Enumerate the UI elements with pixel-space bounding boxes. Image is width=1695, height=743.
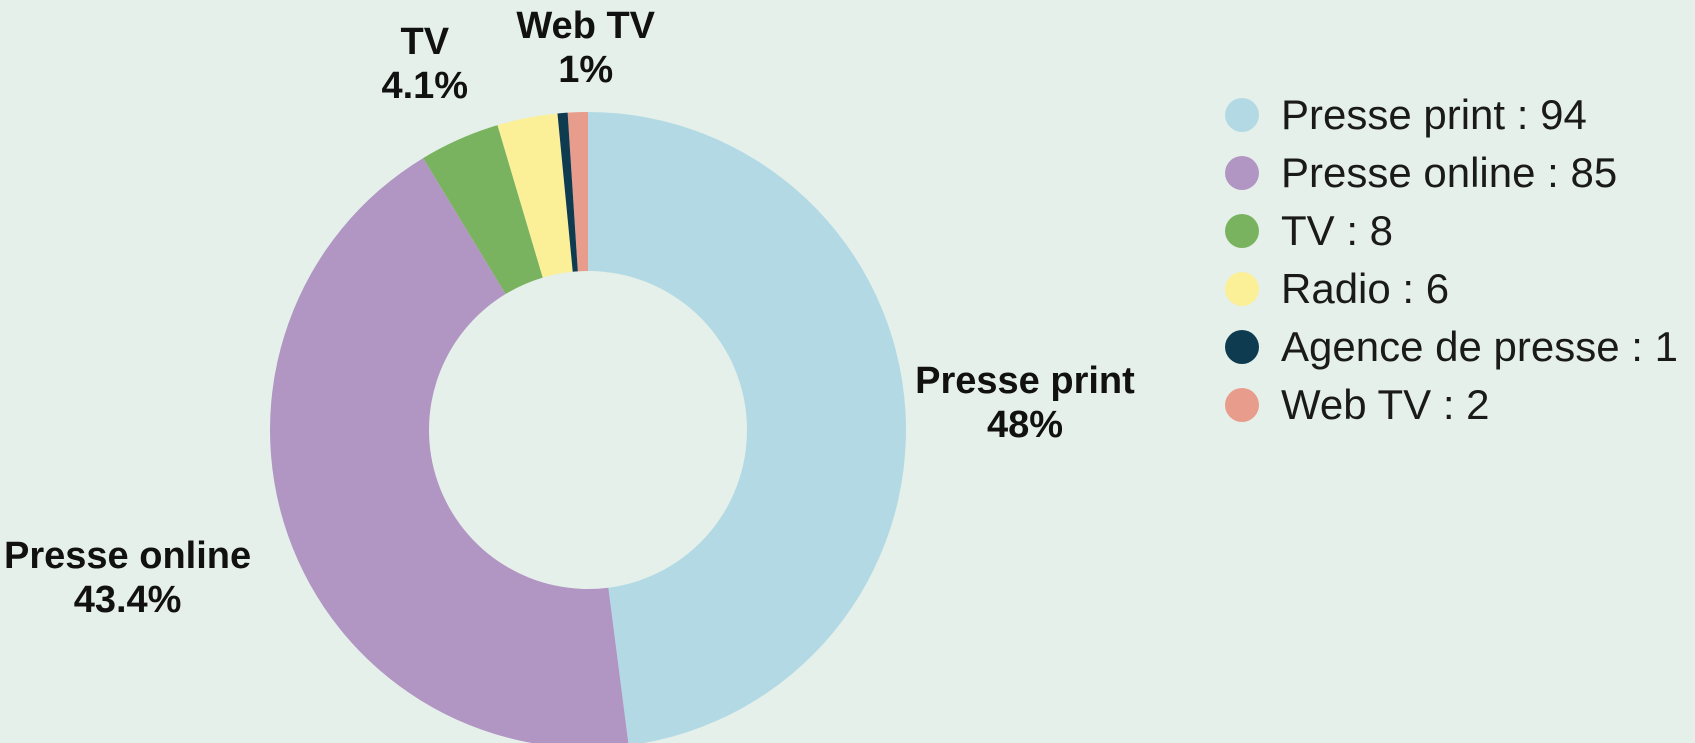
legend-label: Presse online : 85 xyxy=(1281,149,1618,196)
legend-swatch xyxy=(1225,98,1259,132)
slice-label-presse-online: Presse online 43.4% xyxy=(4,534,251,622)
slice-label-web-tv: Web TV 1% xyxy=(516,4,655,92)
slice-label-percent: 1% xyxy=(558,49,614,91)
slice-label-tv: TV 4.1% xyxy=(381,20,468,108)
slice-label-presse-print: Presse print 48% xyxy=(915,359,1135,447)
legend-swatch xyxy=(1225,272,1259,306)
slice-label-name: Presse online xyxy=(4,534,252,577)
legend-label: Web TV : 2 xyxy=(1281,381,1490,428)
legend-label: Presse print : 94 xyxy=(1281,91,1587,138)
slice-web-tv xyxy=(567,112,588,272)
chart-legend: Presse print : 94 Presse online : 85 TV … xyxy=(1225,86,1678,434)
slice-tv xyxy=(423,125,543,295)
slice-agence-de-presse xyxy=(557,112,578,272)
legend-swatch xyxy=(1225,330,1259,364)
slice-label-name: Presse print xyxy=(915,360,1135,403)
slice-radio xyxy=(497,113,573,278)
legend-item-tv: TV : 8 xyxy=(1225,202,1678,260)
legend-label: Radio : 6 xyxy=(1281,265,1450,312)
legend-swatch xyxy=(1225,388,1259,422)
slice-label-name: TV xyxy=(400,21,450,64)
slice-presse-online xyxy=(270,158,629,743)
legend-item-presse-online: Presse online : 85 xyxy=(1225,144,1678,202)
legend-item-presse-print: Presse print : 94 xyxy=(1225,86,1678,144)
slice-label-percent: 4.1% xyxy=(381,65,469,108)
legend-swatch xyxy=(1225,214,1259,248)
slice-label-percent: 48% xyxy=(986,404,1063,447)
slice-presse-print xyxy=(588,112,906,743)
legend-item-web-tv: Web TV : 2 xyxy=(1225,376,1678,434)
slice-label-name: Web TV xyxy=(516,5,656,47)
legend-label: TV : 8 xyxy=(1281,207,1394,254)
legend-item-radio: Radio : 6 xyxy=(1225,260,1678,318)
legend-label: Agence de presse : 1 xyxy=(1281,323,1678,370)
legend-item-agence-de-presse: Agence de presse : 1 xyxy=(1225,318,1678,376)
legend-swatch xyxy=(1225,156,1259,190)
slice-label-percent: 43.4% xyxy=(73,578,182,621)
